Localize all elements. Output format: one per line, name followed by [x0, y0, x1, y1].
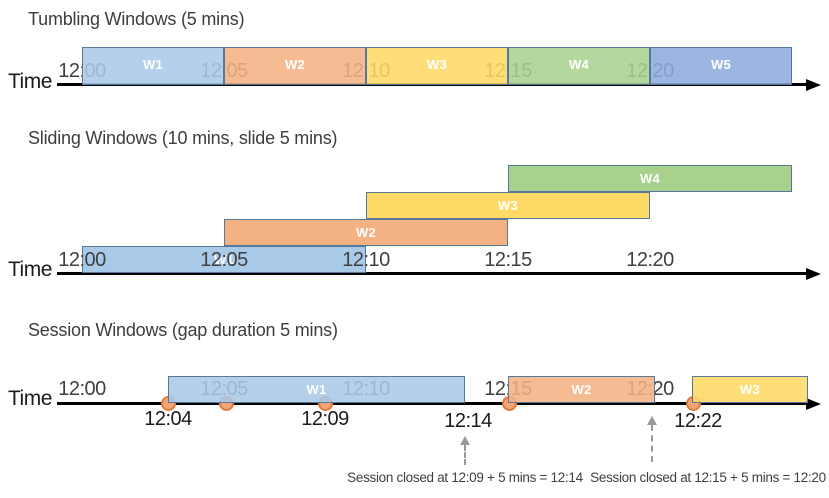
window-label: W2 — [356, 225, 376, 240]
sliding-tick-1200: 12:00 — [58, 249, 106, 271]
annotation-arrow-up-icon — [460, 436, 470, 445]
session-time-axis — [57, 402, 807, 405]
sliding-tick-1220: 12:20 — [626, 249, 674, 271]
tumbling-window-w4: W4 — [508, 47, 650, 85]
event-time-1209: 12:09 — [301, 408, 349, 430]
tumbling-window-w5: W5 — [650, 47, 792, 85]
session-close-annotation-1: Session closed at 12:09 + 5 mins = 12:14 — [347, 470, 583, 485]
sliding-tick-1210: 12:10 — [342, 249, 390, 271]
tumbling-section-title: Tumbling Windows (5 mins) — [28, 9, 245, 29]
sliding-section-title: Sliding Windows (10 mins, slide 5 mins) — [28, 128, 338, 148]
window-label: W4 — [640, 171, 660, 186]
close-time-1222: 12:22 — [674, 410, 722, 432]
window-label: W1 — [306, 382, 327, 397]
window-label: W3 — [740, 382, 760, 397]
session-window-w1: W1 — [168, 376, 465, 403]
event-time-1204: 12:04 — [144, 408, 192, 430]
sliding-axis-label: Time — [8, 258, 52, 281]
close-time-1214: 12:14 — [444, 410, 492, 432]
session-axis-arrowhead — [806, 397, 821, 410]
window-label: W2 — [571, 382, 592, 397]
tumbling-window-w3: W3 — [366, 47, 508, 85]
window-label: W1 — [143, 56, 163, 72]
window-label: W4 — [569, 56, 589, 72]
session-window-w3: W3 — [692, 376, 808, 403]
session-axis-label: Time — [8, 387, 52, 410]
session-close-annotation-2: Session closed at 12:15 + 5 mins = 12:20 — [590, 470, 826, 485]
tumbling-axis-arrowhead — [806, 78, 821, 91]
session-tick-1200: 12:00 — [58, 378, 106, 400]
sliding-window-w4: W4 — [508, 165, 792, 192]
sliding-time-axis — [57, 272, 807, 275]
sliding-tick-1205: 12:05 — [200, 249, 248, 271]
tumbling-axis-label: Time — [8, 70, 52, 93]
sliding-window-w1: W1 — [82, 246, 366, 273]
sliding-window-w2: W2 — [224, 219, 508, 246]
window-label: W2 — [285, 56, 305, 72]
sliding-axis-arrowhead — [806, 267, 821, 280]
sliding-window-w3: W3 — [366, 192, 650, 219]
window-label: W3 — [498, 198, 518, 213]
tumbling-window-w1: W1 — [82, 47, 224, 85]
sliding-tick-1215: 12:15 — [484, 249, 532, 271]
window-label: W5 — [711, 56, 731, 72]
window-label: W1 — [214, 252, 234, 267]
session-section-title: Session Windows (gap duration 5 mins) — [28, 320, 338, 340]
annotation-arrow-up-icon — [647, 416, 657, 425]
tumbling-window-w2: W2 — [224, 47, 366, 85]
annotation-arrow-line — [651, 425, 653, 462]
session-window-w2: W2 — [508, 376, 655, 403]
annotation-arrow-line — [464, 445, 466, 465]
window-label: W3 — [427, 56, 447, 72]
